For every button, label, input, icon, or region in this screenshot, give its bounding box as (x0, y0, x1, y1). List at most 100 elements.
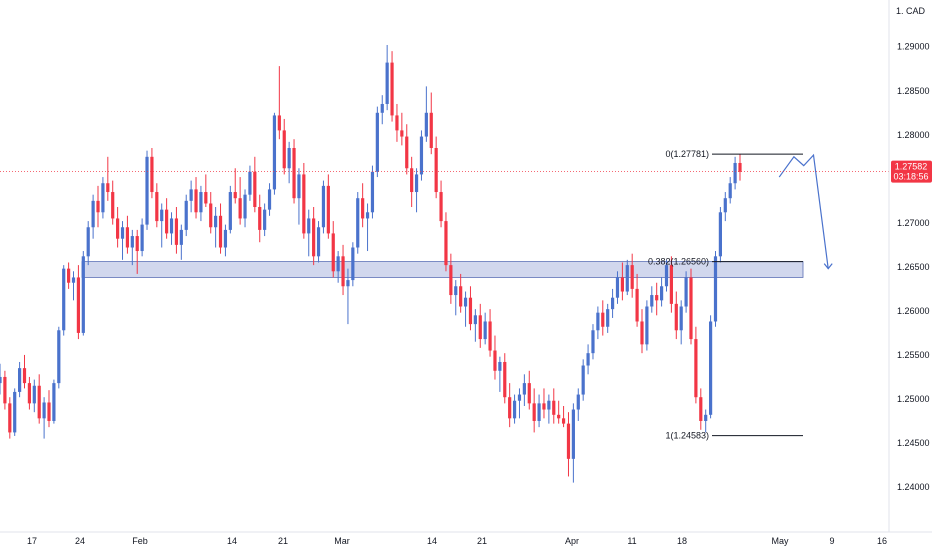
candle-body (81, 256, 85, 333)
time-tick-label: Apr (565, 536, 579, 546)
price-tick-label: 1.26500 (897, 262, 930, 272)
price-tick-label: 1.25000 (897, 394, 930, 404)
candle-body (483, 321, 487, 340)
candle-body (635, 288, 639, 322)
candle-body (439, 192, 443, 222)
candle-body (728, 183, 732, 199)
candle-body (434, 148, 438, 193)
candle-body (664, 265, 669, 287)
candle-body (351, 247, 355, 281)
candle-body (135, 236, 139, 252)
candle-body (488, 321, 492, 351)
candle-body (625, 265, 629, 292)
price-badge-countdown: 03:18:56 (893, 172, 928, 182)
candle-body (57, 330, 61, 384)
candle-body (581, 365, 585, 395)
candle-body (429, 112, 433, 149)
candle-body (165, 209, 169, 234)
price-tick-label: 1.28500 (897, 86, 930, 96)
candle-body (204, 192, 208, 204)
time-tick-label: 16 (877, 536, 887, 546)
time-tick-label: May (771, 536, 789, 546)
candle-body (130, 236, 134, 248)
candle-body (547, 400, 551, 410)
candle-body (537, 403, 541, 421)
candle-body (561, 418, 566, 424)
candle-body (287, 148, 291, 169)
candle-body (674, 303, 678, 331)
candle-body (679, 306, 683, 331)
candle-body (179, 229, 183, 245)
candle-body (258, 207, 262, 230)
candle-body (27, 383, 32, 404)
candle-body (571, 409, 575, 459)
candle-body (694, 339, 698, 398)
candle-body (169, 218, 174, 234)
candle-body (380, 103, 384, 113)
fib-label: 0.382(1.26560) (648, 257, 709, 267)
candle-body (684, 277, 688, 307)
time-tick-label: 17 (27, 536, 37, 546)
candle-body (576, 394, 580, 410)
candle-body (498, 361, 502, 371)
candle-body (189, 189, 193, 201)
price-tick-label: 1.27000 (897, 218, 930, 228)
price-tick-label: 1.26000 (897, 306, 930, 316)
candle-body (76, 277, 81, 333)
candle-body (297, 174, 301, 199)
candle-body (233, 192, 237, 199)
candle-body (356, 198, 360, 248)
time-tick-label: Mar (334, 536, 350, 546)
candle-body (155, 192, 159, 222)
candle-body (199, 192, 203, 213)
symbol-label: 1. CAD (896, 6, 926, 16)
candle-body (468, 297, 473, 325)
time-tick-label: 14 (227, 536, 237, 546)
candle-body (47, 402, 51, 421)
time-tick-label: 21 (278, 536, 288, 546)
candle-body (96, 200, 100, 213)
fib-label: 0(1.27781) (665, 149, 709, 159)
price-badge: 1.27582 03:18:56 (891, 160, 932, 183)
candle-body (493, 350, 497, 371)
candle-body (370, 171, 375, 213)
candle-body (42, 402, 46, 419)
time-tick-label: 9 (829, 536, 834, 546)
candle-body (414, 174, 419, 193)
candle-body (238, 198, 242, 219)
candle-body (8, 403, 12, 433)
candle-body (341, 256, 345, 287)
candle-body (615, 277, 620, 298)
time-tick-label: 18 (677, 536, 687, 546)
candle-body (120, 227, 125, 239)
candle-body (659, 286, 664, 301)
candle-body (473, 315, 477, 325)
candle-body (174, 218, 179, 245)
candle-body (655, 295, 659, 301)
candle-body (321, 185, 326, 228)
candle-body (601, 312, 605, 327)
candle-body (708, 321, 713, 415)
candle-body (630, 265, 634, 289)
price-tick-label: 1.24500 (897, 438, 930, 448)
candle-body (106, 183, 110, 193)
candle-body (91, 200, 95, 228)
candle-body (390, 62, 394, 116)
candle-body (209, 203, 213, 228)
candle-body (459, 286, 463, 307)
candle-body (361, 198, 365, 219)
candle-body (312, 218, 316, 257)
price-badge-price: 1.27582 (895, 162, 928, 172)
candle-body (160, 209, 164, 222)
candle-body (640, 321, 644, 345)
candle-body (395, 115, 399, 131)
candle-body (449, 265, 453, 296)
candle-body (606, 309, 610, 327)
candle-body (194, 189, 198, 213)
candle-body (52, 383, 56, 421)
candle-body (111, 192, 115, 219)
candle-body (267, 189, 272, 210)
candle-body (336, 256, 340, 272)
projection-line (778, 153, 829, 269)
